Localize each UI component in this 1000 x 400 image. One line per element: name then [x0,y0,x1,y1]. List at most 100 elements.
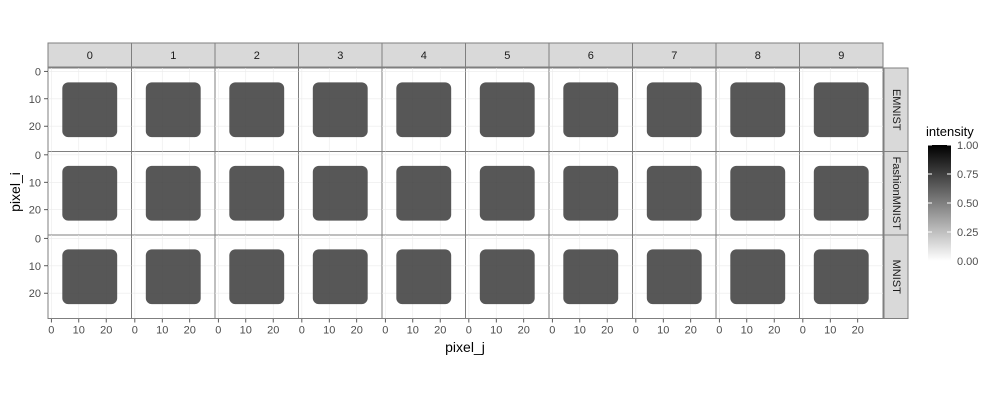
image-cells [312,165,368,221]
x-tick-label: 0 [299,325,305,337]
panel [131,234,216,319]
x-tick-label: 20 [601,325,613,337]
column-strip-label: 5 [504,50,510,62]
column-strip-label: 8 [755,50,761,62]
x-tick-label: 10 [73,325,85,337]
column-strip-label: 3 [337,50,343,62]
image-cells [730,249,786,305]
y-tick-label: 10 [29,177,41,189]
panel [214,234,299,319]
x-tick-label: 0 [215,325,221,337]
column-strip-label: 7 [671,50,677,62]
image-cells [145,82,201,138]
column-strips: 0 1 2 3 4 5 6 7 8 9 [47,42,884,68]
panel [799,234,884,319]
panel [548,151,633,236]
image-cells [229,165,285,221]
y-tick-label: 10 [29,94,41,106]
x-tick-label: 20 [852,325,864,337]
image-cells [145,165,201,221]
column-strip [465,42,550,68]
column-strip [131,42,216,68]
panel [799,151,884,236]
x-tick-label: 0 [466,325,472,337]
x-tick-label: 10 [574,325,586,337]
y-tick-label: 0 [35,233,41,245]
image-cells [145,249,201,305]
image-cells [646,165,702,221]
row-strip-label: MNIST [890,260,902,295]
panel [214,151,299,236]
image-cells [62,82,118,138]
panel [548,234,633,319]
legend-colorbar [928,145,951,261]
x-tick-label: 20 [434,325,446,337]
y-tick-label: 0 [35,150,41,162]
column-strip [799,42,884,68]
legend-tick-label: 1.00 [957,140,978,152]
x-tick-label: 0 [716,325,722,337]
image-cells [646,249,702,305]
legend-tick-label: 0.50 [957,198,978,210]
image-cells [563,82,619,138]
x-tick-label: 0 [549,325,555,337]
panel [298,234,383,319]
panel [47,234,132,319]
row-strip [883,67,909,152]
panel [715,151,800,236]
image-cells [312,82,368,138]
panel [381,67,466,152]
panel [632,67,717,152]
image-cells [396,165,452,221]
image-cells [563,165,619,221]
image-cells [563,249,619,305]
panel [632,151,717,236]
column-strip [715,42,800,68]
panel [47,67,132,152]
panel [465,151,550,236]
image-cells [479,82,535,138]
x-tick-label: 20 [351,325,363,337]
row-strip-label: EMNIST [890,89,902,131]
y-axis-title: pixel_i [7,172,23,212]
column-strip [47,42,132,68]
legend: intensity 1.00 0.75 0.50 0.25 0.00 [926,124,978,268]
x-tick-label: 0 [633,325,639,337]
x-tick-label: 0 [382,325,388,337]
x-tick-label: 20 [184,325,196,337]
legend-tick-label: 0.25 [957,227,978,239]
panel [47,151,132,236]
panel [381,151,466,236]
image-cells [396,82,452,138]
panel [465,67,550,152]
x-tick-label: 0 [132,325,138,337]
panel [214,67,299,152]
column-strip-label: 1 [170,50,176,62]
image-cells [730,82,786,138]
image-cells [62,165,118,221]
panels [47,67,884,319]
image-cells [813,249,869,305]
image-cells [479,249,535,305]
x-tick-label: 10 [323,325,335,337]
image-cells [730,165,786,221]
y-tick-label: 10 [29,261,41,273]
x-tick-label: 20 [768,325,780,337]
column-strip [214,42,299,68]
panel [548,67,633,152]
row-strip [883,151,909,236]
x-tick-label: 10 [824,325,836,337]
image-cells [813,165,869,221]
x-tick-label: 10 [240,325,252,337]
x-tick-label: 0 [48,325,54,337]
panel [298,151,383,236]
image-cells [229,249,285,305]
row-strip [883,234,909,319]
y-axis: 0 10 20 0 10 20 0 10 20 [29,66,48,300]
row-strips: EMNIST FashionMNIST MNIST [883,67,909,319]
panel [131,67,216,152]
x-tick-label: 10 [741,325,753,337]
panel [799,67,884,152]
y-tick-label: 20 [29,288,41,300]
